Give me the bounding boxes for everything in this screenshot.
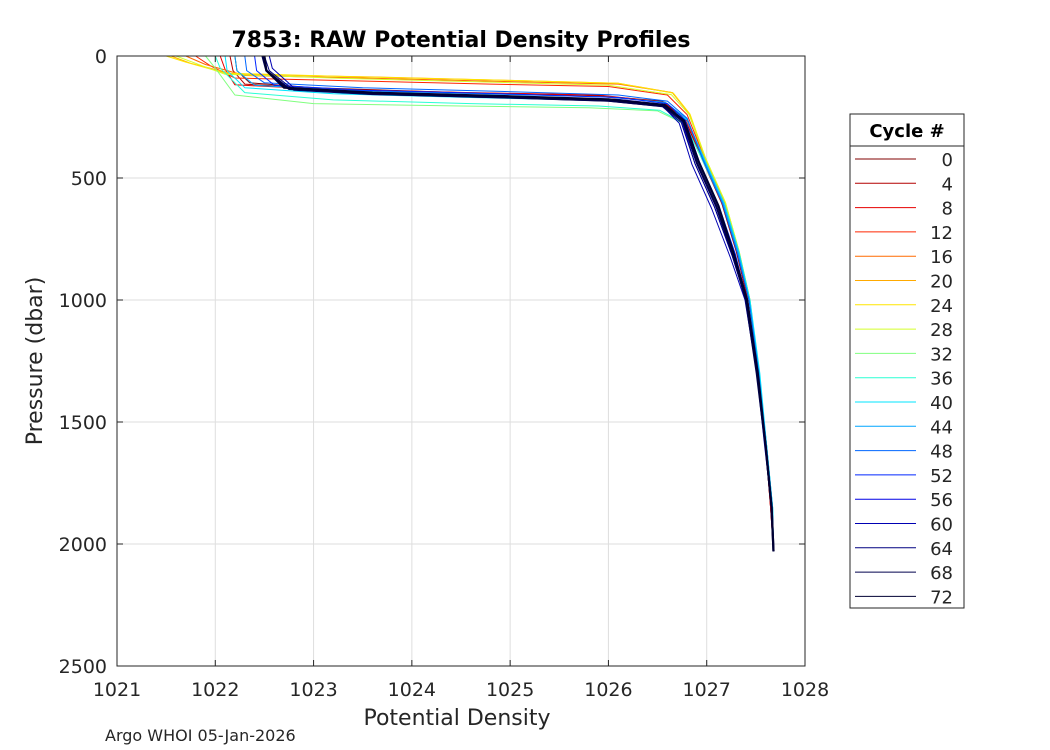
legend-label-cycle-32: 32 xyxy=(930,344,953,365)
profile-lines xyxy=(165,55,775,552)
legend-label-cycle-52: 52 xyxy=(930,466,953,487)
footer-credit: Argo WHOI 05-Jan-2026 xyxy=(105,726,296,745)
legend-label-cycle-16: 16 xyxy=(930,247,953,268)
legend-label-cycle-36: 36 xyxy=(930,369,953,390)
legend-label-cycle-4: 4 xyxy=(942,174,953,195)
legend-box xyxy=(849,113,965,609)
y-tick-label: 1000 xyxy=(59,290,107,312)
legend-label-cycle-40: 40 xyxy=(930,393,953,414)
legend: Cycle # 04812162024283236404448525660646… xyxy=(849,113,965,609)
legend-label-cycle-12: 12 xyxy=(930,223,953,244)
legend-label-cycle-64: 64 xyxy=(930,539,953,560)
y-tick-label: 500 xyxy=(71,168,107,190)
y-axis-label: Pressure (dbar) xyxy=(23,277,48,446)
y-tick-label: 2000 xyxy=(59,534,107,556)
axis-ticks: 1021 1022 1023 1024 1025 1026 1027 1028 0 500 1000… xyxy=(59,46,830,701)
x-tick-label: 1028 xyxy=(781,679,829,701)
legend-label-cycle-28: 28 xyxy=(930,320,953,341)
legend-label-cycle-56: 56 xyxy=(930,490,953,511)
legend-label-cycle-24: 24 xyxy=(930,296,953,317)
x-tick-label: 1025 xyxy=(486,679,534,701)
legend-label-cycle-0: 0 xyxy=(942,150,953,171)
x-tick-label: 1021 xyxy=(93,679,141,701)
legend-label-cycle-8: 8 xyxy=(942,199,953,220)
plot-area: 1021 1022 1023 1024 1025 1026 1027 1028 0 500 1000… xyxy=(59,46,830,701)
x-tick-label: 1023 xyxy=(289,679,337,701)
legend-label-cycle-60: 60 xyxy=(930,515,953,536)
x-tick-label: 1024 xyxy=(388,679,436,701)
profile-line-cycle-72 xyxy=(263,55,775,552)
x-tick-label: 1022 xyxy=(191,679,239,701)
x-tick-label: 1026 xyxy=(584,679,632,701)
legend-label-cycle-72: 72 xyxy=(930,587,953,608)
x-axis-label: Potential Density xyxy=(363,706,550,731)
chart-title: 7853: RAW Potential Density Profiles xyxy=(232,28,691,53)
x-tick-label: 1027 xyxy=(683,679,731,701)
legend-label-cycle-44: 44 xyxy=(930,417,953,438)
legend-label-cycle-48: 48 xyxy=(930,442,953,463)
y-tick-label: 0 xyxy=(95,46,107,68)
legend-label-cycle-68: 68 xyxy=(930,563,953,584)
y-tick-label: 2500 xyxy=(59,656,107,678)
axes-frame xyxy=(116,55,806,667)
legend-title: Cycle # xyxy=(869,121,944,142)
legend-label-cycle-20: 20 xyxy=(930,272,953,293)
y-tick-label: 1500 xyxy=(59,412,107,434)
